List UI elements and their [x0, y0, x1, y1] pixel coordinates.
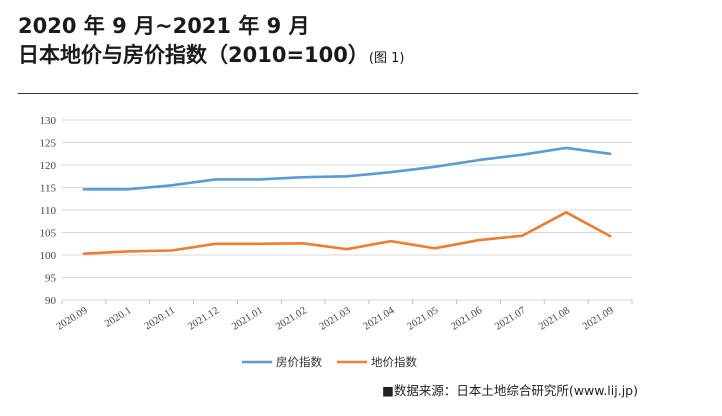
data-point	[83, 252, 85, 254]
data-point	[346, 248, 348, 250]
title-line-1: 2020 年 9 月~2021 年 9 月	[18, 14, 310, 38]
data-point	[170, 184, 172, 186]
data-point	[609, 235, 611, 237]
x-tick-label: 2020.09	[55, 305, 90, 332]
data-point	[390, 171, 392, 173]
data-point	[302, 242, 304, 244]
y-tick-label: 100	[40, 250, 57, 262]
x-tick-label: 2020.1	[103, 305, 133, 330]
data-point	[170, 249, 172, 251]
series-line-1	[82, 146, 612, 191]
y-tick-label: 110	[40, 205, 57, 217]
data-point	[521, 234, 523, 236]
data-point	[565, 211, 567, 213]
line-chart: 90 95 100 105 110 115 120 125 130 2020.09 2020.1 20…	[40, 115, 633, 369]
legend-label: 房价指数	[276, 355, 322, 369]
data-point	[565, 147, 567, 149]
series-line-2	[82, 211, 612, 255]
x-tick-label: 2021.02	[274, 305, 309, 332]
x-tick-label: 2021.03	[318, 305, 353, 332]
chart-title: 2020 年 9 月~2021 年 9 月 日本地价与房价指数（2010=100…	[18, 12, 638, 74]
y-tick-label: 130	[40, 115, 57, 127]
x-tick-label: 2021.12	[186, 305, 221, 332]
data-point	[477, 159, 479, 161]
data-point	[214, 243, 216, 245]
title-divider	[18, 93, 638, 94]
data-point	[258, 243, 260, 245]
data-point	[214, 178, 216, 180]
title-main: 日本地价与房价指数（2010=100）	[18, 43, 369, 67]
y-tick-label: 95	[45, 273, 57, 285]
data-source-note: ■数据来源：日本土地综合研究所(www.lij.jp)	[382, 383, 638, 398]
legend-label: 地价指数	[371, 355, 417, 369]
x-tick-label: 2021.01	[230, 305, 265, 332]
data-point	[127, 250, 129, 252]
data-point	[433, 166, 435, 168]
y-tick-label: 115	[40, 183, 57, 195]
data-point	[433, 247, 435, 249]
data-point	[390, 240, 392, 242]
y-tick-label: 105	[40, 228, 57, 240]
x-tick-label: 2021.08	[537, 305, 572, 332]
data-point	[83, 188, 85, 190]
x-tick-label: 2020.11	[143, 305, 177, 332]
y-tick-label: 120	[40, 160, 57, 172]
x-tick-label: 2021.04	[362, 305, 397, 333]
x-tick-label: 2021.05	[406, 305, 441, 332]
x-tick-label: 2021.07	[493, 305, 528, 332]
y-tick-label: 125	[40, 138, 57, 150]
data-point	[346, 175, 348, 177]
title-line-2: 日本地价与房价指数（2010=100）(图 1)	[18, 40, 638, 74]
data-point	[609, 153, 611, 155]
data-point	[521, 153, 523, 155]
y-tick-label: 90	[45, 295, 57, 307]
data-point	[302, 176, 304, 178]
data-point	[127, 188, 129, 190]
title-figure-note: (图 1)	[368, 51, 405, 66]
data-point	[258, 178, 260, 180]
x-tick-label: 2021.06	[449, 305, 484, 332]
x-tick-label: 2021.09	[581, 305, 616, 332]
data-point	[477, 239, 479, 241]
